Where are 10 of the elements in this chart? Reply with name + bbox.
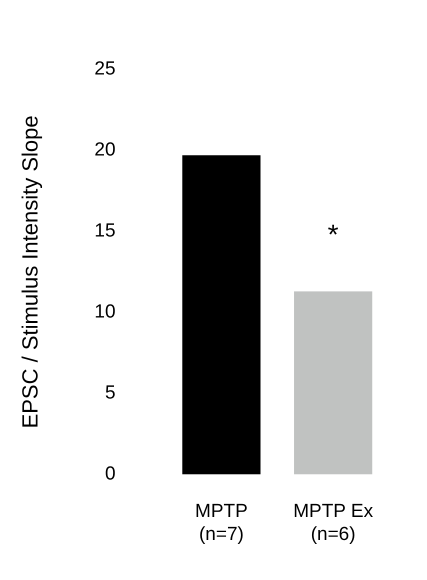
x-tick-label: MPTP Ex (n=6) <box>293 501 374 545</box>
annotation: * <box>328 219 339 250</box>
x-tick-label: MPTP (n=7) <box>195 501 248 545</box>
y-axis-title: EPSC / Stimulus Intensity Slope <box>17 115 42 428</box>
y-tick-label: 10 <box>94 302 116 323</box>
y-tick-label: 15 <box>94 220 116 242</box>
y-tick-label: 20 <box>94 140 116 161</box>
y-tick-label: 25 <box>94 58 116 80</box>
y-tick-label: 5 <box>104 382 116 404</box>
y-tick-label: 0 <box>104 464 116 485</box>
